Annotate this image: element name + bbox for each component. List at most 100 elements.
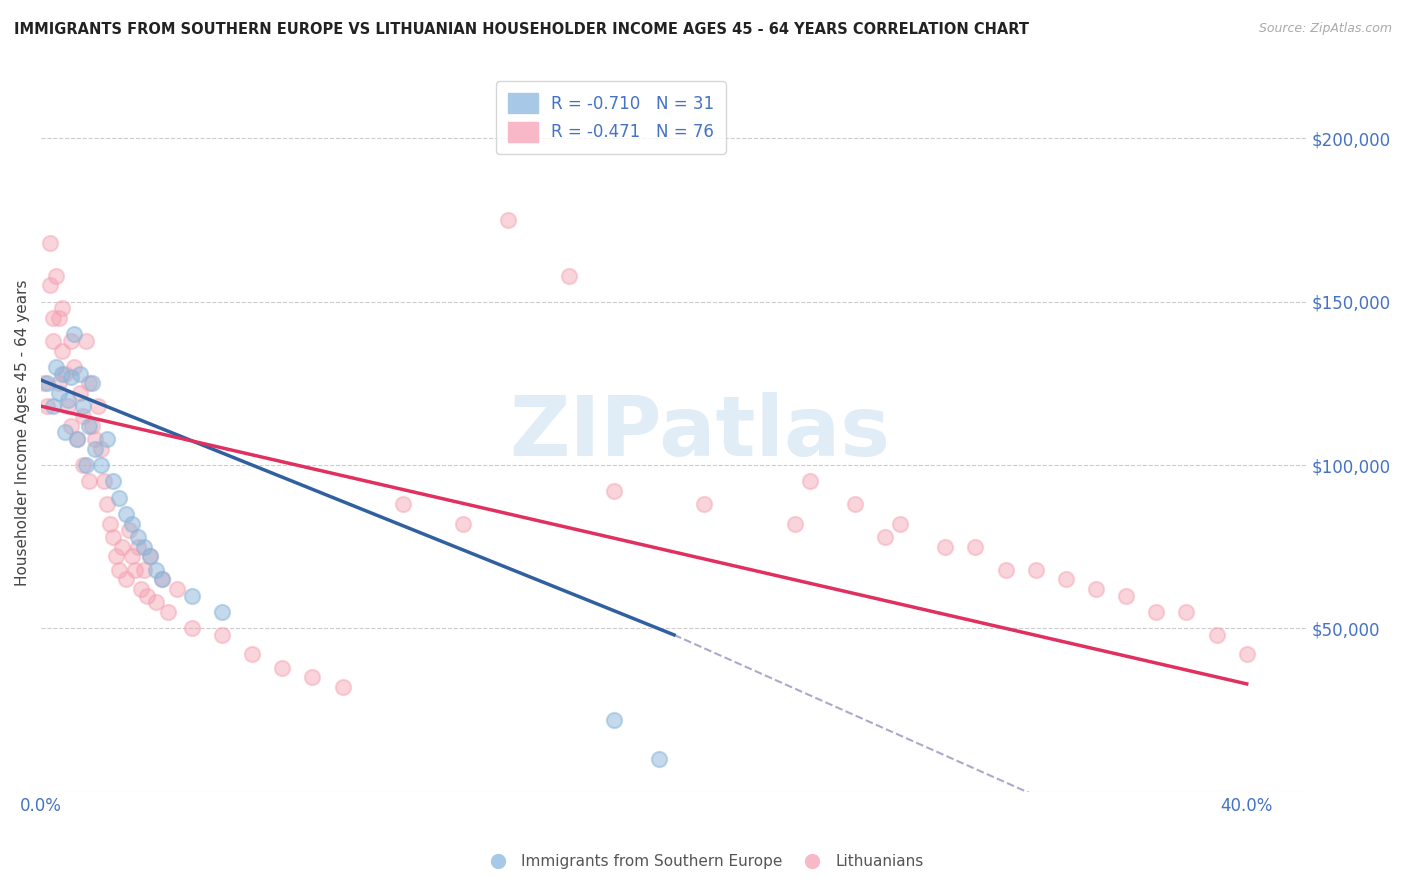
- Point: [965, 540, 987, 554]
- Legend: Immigrants from Southern Europe, Lithuanians: Immigrants from Southern Europe, Lithuan…: [477, 848, 929, 875]
- Point: [48, 386, 70, 401]
- Point: [39, 235, 62, 250]
- Point: [96, 432, 118, 446]
- Point: [132, 540, 155, 554]
- Point: [100, 516, 122, 531]
- Point: [37, 376, 59, 391]
- Point: [66, 432, 89, 446]
- Point: [145, 563, 167, 577]
- Legend: R = -0.710   N = 31, R = -0.471   N = 76: R = -0.710 N = 31, R = -0.471 N = 76: [496, 81, 725, 153]
- Point: [1236, 648, 1258, 662]
- Point: [180, 589, 202, 603]
- Point: [82, 376, 104, 391]
- Point: [51, 301, 73, 316]
- Point: [150, 572, 173, 586]
- Point: [53, 425, 76, 440]
- Point: [114, 507, 136, 521]
- Point: [138, 549, 160, 564]
- Point: [63, 327, 86, 342]
- Point: [994, 563, 1017, 577]
- Point: [693, 497, 716, 511]
- Y-axis label: Householder Income Ages 45 - 64 years: Householder Income Ages 45 - 64 years: [15, 279, 30, 585]
- Point: [1205, 628, 1227, 642]
- Point: [127, 530, 149, 544]
- Point: [889, 516, 911, 531]
- Point: [79, 376, 101, 391]
- Point: [138, 549, 160, 564]
- Point: [103, 530, 125, 544]
- Point: [557, 268, 579, 283]
- Point: [51, 367, 73, 381]
- Point: [84, 432, 107, 446]
- Point: [121, 516, 143, 531]
- Point: [96, 497, 118, 511]
- Point: [48, 376, 70, 391]
- Point: [105, 549, 128, 564]
- Point: [45, 268, 67, 283]
- Point: [1175, 605, 1198, 619]
- Point: [129, 582, 152, 596]
- Point: [82, 418, 104, 433]
- Point: [132, 563, 155, 577]
- Point: [53, 367, 76, 381]
- Point: [72, 458, 94, 472]
- Point: [332, 680, 354, 694]
- Point: [1025, 563, 1047, 577]
- Point: [72, 399, 94, 413]
- Point: [63, 359, 86, 374]
- Point: [60, 418, 83, 433]
- Point: [117, 524, 139, 538]
- Point: [60, 369, 83, 384]
- Point: [66, 432, 89, 446]
- Text: IMMIGRANTS FROM SOUTHERN EUROPE VS LITHUANIAN HOUSEHOLDER INCOME AGES 45 - 64 YE: IMMIGRANTS FROM SOUTHERN EUROPE VS LITHU…: [14, 22, 1029, 37]
- Point: [79, 475, 101, 489]
- Point: [211, 605, 233, 619]
- Point: [180, 621, 202, 635]
- Point: [39, 278, 62, 293]
- Point: [121, 549, 143, 564]
- Point: [103, 475, 125, 489]
- Point: [124, 563, 146, 577]
- Point: [603, 713, 626, 727]
- Point: [45, 359, 67, 374]
- Point: [37, 399, 59, 413]
- Point: [108, 563, 131, 577]
- Point: [1144, 605, 1167, 619]
- Point: [1115, 589, 1137, 603]
- Point: [93, 475, 115, 489]
- Point: [75, 334, 97, 348]
- Point: [42, 310, 65, 325]
- Point: [648, 752, 671, 766]
- Point: [84, 442, 107, 456]
- Point: [90, 458, 112, 472]
- Point: [211, 628, 233, 642]
- Point: [32, 376, 55, 391]
- Point: [451, 516, 474, 531]
- Text: Source: ZipAtlas.com: Source: ZipAtlas.com: [1258, 22, 1392, 36]
- Point: [603, 484, 626, 499]
- Point: [79, 418, 101, 433]
- Point: [111, 540, 134, 554]
- Point: [150, 572, 173, 586]
- Point: [90, 442, 112, 456]
- Point: [498, 213, 520, 227]
- Point: [240, 648, 263, 662]
- Point: [156, 605, 179, 619]
- Point: [69, 367, 91, 381]
- Point: [271, 660, 294, 674]
- Point: [69, 386, 91, 401]
- Point: [72, 409, 94, 423]
- Point: [58, 392, 80, 407]
- Point: [166, 582, 188, 596]
- Point: [1085, 582, 1108, 596]
- Point: [87, 399, 110, 413]
- Point: [42, 399, 65, 413]
- Point: [391, 497, 413, 511]
- Point: [145, 595, 167, 609]
- Point: [75, 458, 97, 472]
- Point: [783, 516, 806, 531]
- Point: [127, 540, 149, 554]
- Point: [108, 491, 131, 505]
- Point: [60, 334, 83, 348]
- Point: [42, 334, 65, 348]
